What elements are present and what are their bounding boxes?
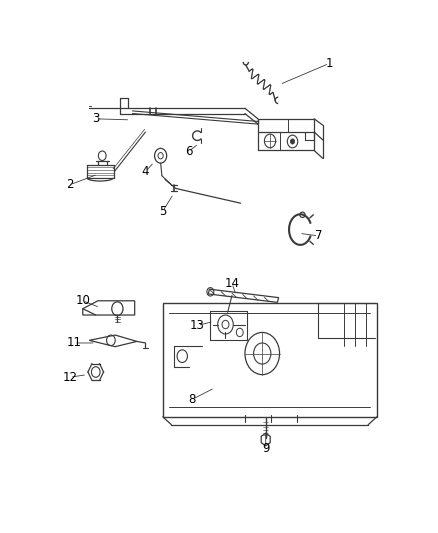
Text: 13: 13 (190, 319, 205, 332)
Text: 5: 5 (159, 205, 166, 217)
Text: 2: 2 (66, 178, 74, 191)
Text: 7: 7 (315, 229, 322, 243)
Text: 11: 11 (67, 336, 81, 350)
Text: 9: 9 (262, 442, 269, 455)
Text: 10: 10 (75, 294, 90, 308)
Text: 1: 1 (325, 57, 333, 70)
Text: 4: 4 (142, 165, 149, 178)
Circle shape (290, 139, 295, 144)
Text: 14: 14 (224, 277, 240, 290)
Text: 3: 3 (92, 112, 99, 125)
Text: 8: 8 (188, 393, 196, 406)
Text: 6: 6 (185, 145, 192, 158)
Text: 12: 12 (62, 371, 77, 384)
